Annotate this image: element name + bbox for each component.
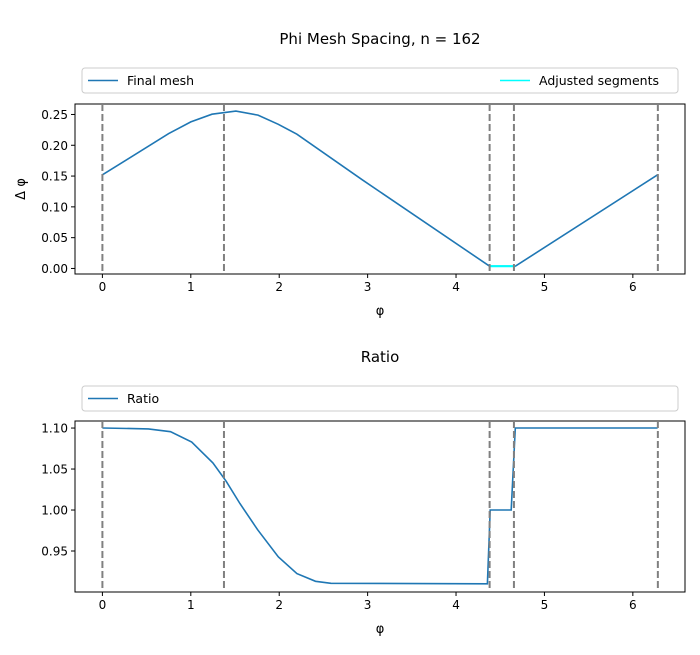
y-tick-label: 1.00	[41, 504, 68, 518]
plot-area	[101, 421, 659, 592]
y-axis-label: Δ φ	[14, 178, 29, 200]
y-tick-label: 1.10	[41, 422, 68, 436]
y-tick-label: 0.10	[41, 200, 68, 214]
axes-frame	[74, 420, 686, 593]
legend: Final mesh Adjusted segments	[81, 67, 679, 94]
x-tick-label: 3	[364, 280, 372, 294]
x-tick-label: 0	[99, 280, 107, 294]
legend-label: Final mesh	[127, 73, 194, 88]
series-line-ratio	[102, 427, 658, 585]
legend-label: Adjusted segments	[539, 73, 659, 88]
y-tick-label: 0.20	[41, 139, 68, 153]
x-tick-label: 6	[629, 598, 637, 612]
y-tick-label: 0.25	[41, 108, 68, 122]
y-tick-label: 0.00	[41, 262, 68, 276]
x-tick-label: 1	[187, 598, 195, 612]
x-axis-label: φ	[376, 622, 385, 637]
legend-label: Ratio	[127, 391, 159, 406]
x-tick-label: 2	[275, 598, 283, 612]
x-tick-label: 5	[541, 598, 549, 612]
subplot-1: Phi Mesh Spacing, n = 162 Final mesh Adjus…	[14, 30, 686, 319]
series-line-final-mesh	[101, 110, 659, 268]
y-tick-label: 0.15	[41, 170, 68, 184]
x-tick-label: 2	[275, 280, 283, 294]
x-tick-label: 3	[364, 598, 372, 612]
legend-frame	[81, 67, 679, 94]
axes-frame	[74, 103, 686, 275]
x-tick-label: 6	[629, 280, 637, 294]
plot-area	[101, 104, 659, 274]
x-tick-label: 5	[541, 280, 549, 294]
x-tick-label: 0	[99, 598, 107, 612]
y-tick-label: 1.05	[41, 463, 68, 477]
chart-title: Ratio	[361, 348, 400, 366]
y-tick-label: 0.05	[41, 231, 68, 245]
x-tick-label: 4	[452, 598, 460, 612]
x-tick-label: 1	[187, 280, 195, 294]
chart-title: Phi Mesh Spacing, n = 162	[279, 30, 480, 48]
x-tick-label: 4	[452, 280, 460, 294]
legend-frame	[81, 385, 679, 412]
x-axis-label: φ	[376, 304, 385, 319]
legend: Ratio	[81, 385, 679, 412]
subplot-2: Ratio Ratio 0 1 2 3 4 5 6 0.95 1.00 1.05 1.10 φ	[41, 348, 686, 637]
y-tick-label: 0.95	[41, 545, 68, 559]
